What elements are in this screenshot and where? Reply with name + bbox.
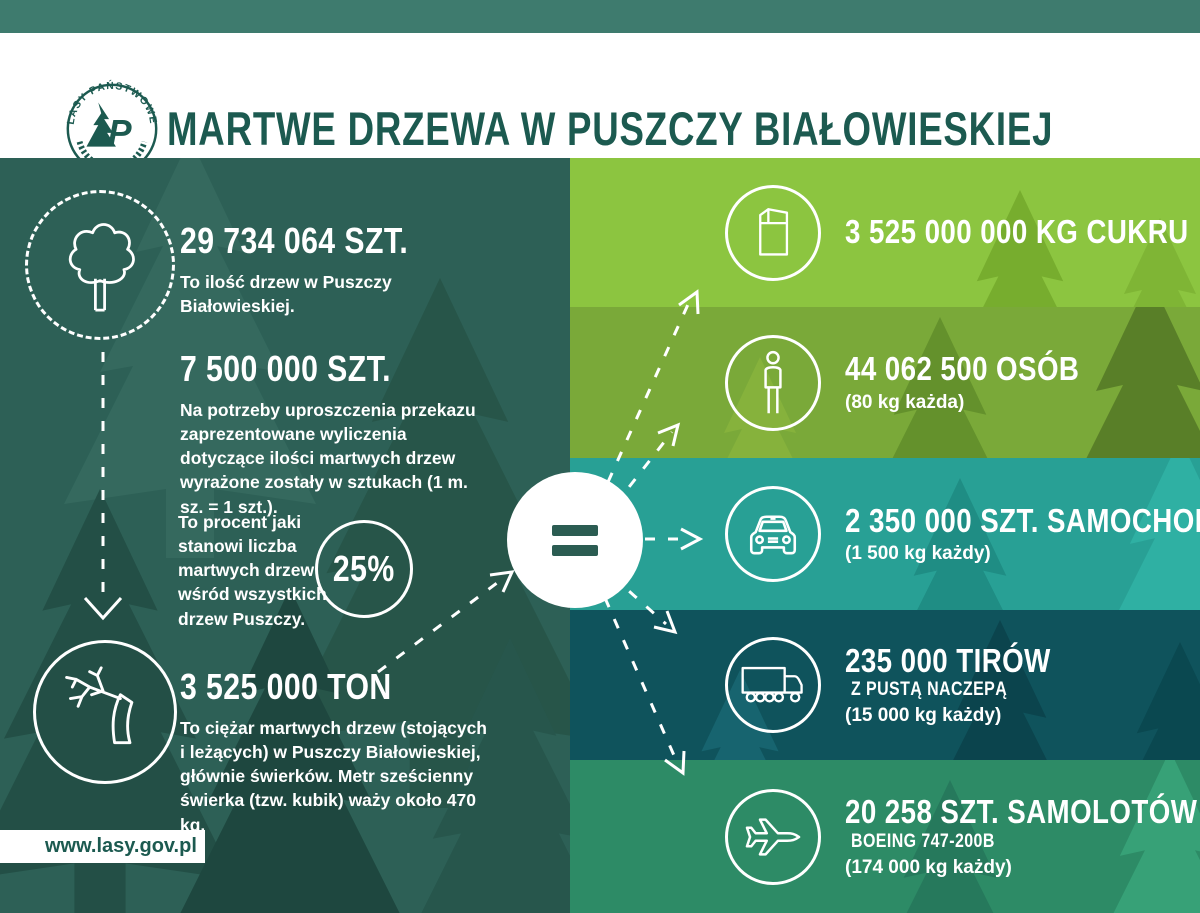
stat-dead-count: 7 500 000 SZT. Na potrzeby uproszczenia … — [180, 348, 510, 519]
stat-description: To ciężar martwych drzew (stojących i le… — [180, 718, 488, 835]
row-suffix: Z PUSTĄ NACZEPĄ — [851, 679, 1008, 701]
row-text: 2 350 000 SZT. SAMOCHODÓW (1 500 kg każd… — [845, 501, 1200, 565]
stat-tree-count: 29 734 064 SZT. To ilość drzew w Puszczy… — [180, 220, 510, 318]
stat-description: Na potrzeby uproszczenia przekazu zaprez… — [180, 400, 476, 517]
dead-wood-circle — [33, 640, 177, 784]
lasy-panstwowe-logo: LASY PAŃSTWOWE P — [66, 79, 158, 175]
row-suffix: BOEING 747-200B — [851, 830, 995, 852]
row-note: (174 000 kg każdy) — [845, 856, 1012, 878]
row-value: 235 000 TIRÓW — [845, 641, 1051, 679]
stat-value: 3 525 000 TON — [180, 666, 392, 707]
percent-circle: 25% — [315, 520, 413, 618]
tree-icon — [68, 223, 135, 312]
logo-p-glyph: P — [108, 114, 132, 153]
row-planes: 20 258 SZT. SAMOLOTÓWBOEING 747-200B (17… — [570, 760, 1200, 913]
row-text: 3 525 000 000 KG CUKRU — [845, 213, 1200, 251]
website-ribbon: www.lasy.gov.pl — [0, 830, 205, 863]
top-accent-bar — [0, 0, 1200, 33]
row-value: 3 525 000 000 KG CUKRU — [845, 213, 1189, 251]
equals-bar — [552, 544, 598, 556]
row-note: (1 500 kg każdy) — [845, 543, 991, 565]
row-note: (15 000 kg każdy) — [845, 705, 1002, 727]
fallen-tree-icon — [65, 666, 134, 745]
row-cars: 2 350 000 SZT. SAMOCHODÓW (1 500 kg każd… — [570, 458, 1200, 610]
row-value: 2 350 000 SZT. SAMOCHODÓW — [845, 501, 1200, 539]
stat-description: To procent jaki stanowi liczba martwych … — [178, 512, 327, 629]
page-title: MARTWE DRZEWA W PUSZCZY BIAŁOWIESKIEJ — [166, 102, 1054, 155]
row-trucks: 235 000 TIRÓWZ PUSTĄ NACZEPĄ (15 000 kg … — [570, 610, 1200, 760]
left-panel: 29 734 064 SZT. To ilość drzew w Puszczy… — [0, 158, 570, 913]
stat-dead-weight: 3 525 000 TON To ciężar martwych drzew (… — [180, 666, 510, 837]
row-value: 44 062 500 OSÓB — [845, 350, 1080, 388]
right-panel: 3 525 000 000 KG CUKRU 44 062 500 OSÓB (… — [570, 158, 1200, 913]
person-icon-circle — [725, 334, 821, 431]
stat-value: 29 734 064 SZT. — [180, 220, 409, 261]
sugar-icon-circle — [725, 184, 821, 281]
airplane-icon-circle — [725, 788, 821, 885]
row-text: 235 000 TIRÓWZ PUSTĄ NACZEPĄ (15 000 kg … — [845, 641, 1200, 727]
airplane-icon — [745, 817, 801, 856]
website-link[interactable]: www.lasy.gov.pl — [45, 835, 197, 857]
stat-value: 25% — [333, 548, 395, 589]
stat-description: To ilość drzew w Puszczy Białowieskiej. — [180, 272, 392, 317]
truck-icon — [741, 666, 803, 703]
stat-value: 7 500 000 SZT. — [180, 348, 391, 389]
logo-spruce-glyph — [86, 102, 116, 147]
tree-count-circle — [25, 190, 175, 340]
row-note: (80 kg każda) — [845, 391, 965, 413]
row-people: 44 062 500 OSÓB (80 kg każda) — [570, 307, 1200, 458]
equals-icon — [507, 472, 643, 608]
logo-laurel — [76, 140, 148, 170]
row-sugar: 3 525 000 000 KG CUKRU — [570, 158, 1200, 307]
truck-icon-circle — [725, 637, 821, 733]
equals-bar — [552, 524, 598, 536]
sugar-carton-icon — [759, 207, 789, 256]
row-value: 20 258 SZT. SAMOLOTÓW — [845, 793, 1198, 831]
header: LASY PAŃSTWOWE P MARTWE DRZEWA W PUSZCZY… — [0, 33, 1200, 175]
row-text: 44 062 500 OSÓB (80 kg każda) — [845, 351, 1124, 413]
stat-percent-description: To procent jaki stanowi liczba martwych … — [178, 510, 338, 631]
car-icon-circle — [725, 486, 821, 582]
car-icon — [749, 515, 797, 555]
person-icon — [764, 350, 782, 413]
row-text: 20 258 SZT. SAMOLOTÓWBOEING 747-200B (17… — [845, 794, 1200, 878]
